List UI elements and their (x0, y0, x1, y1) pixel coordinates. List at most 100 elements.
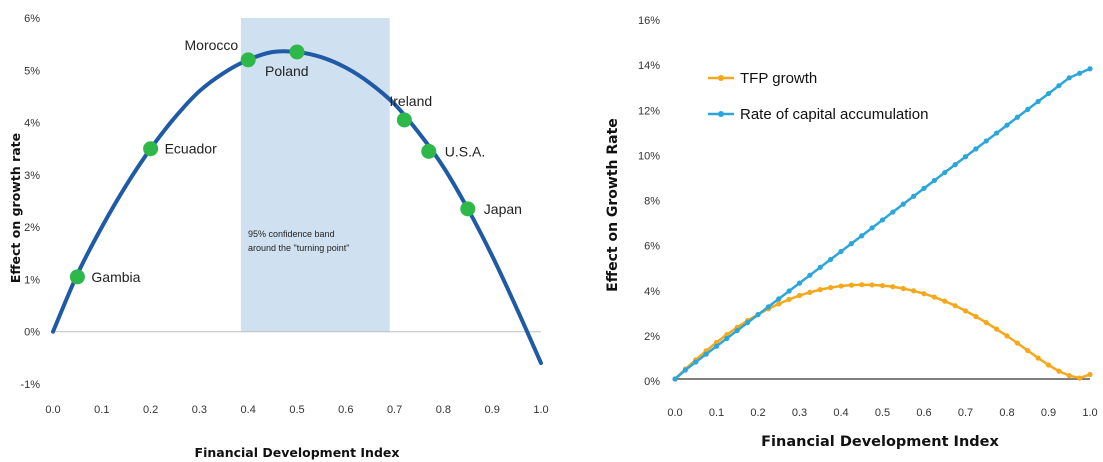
right-x-tick-label: 1.0 (1082, 407, 1097, 419)
series-marker (786, 288, 792, 294)
series-marker (1077, 70, 1083, 76)
series-marker (900, 285, 906, 292)
series-marker (921, 185, 927, 191)
series-marker (807, 272, 813, 278)
legend-label: TFP growth (740, 70, 817, 87)
series-marker (911, 288, 917, 294)
right-y-tick-label: 2% (644, 331, 660, 343)
right-legend: TFP growth Rate of capital accumulation (708, 70, 928, 123)
right-x-tick-label: 0.6 (916, 407, 931, 419)
left-y-tick-label: 3% (24, 170, 40, 182)
series-1 (672, 66, 1093, 382)
right-x-tick-label: 0.0 (667, 407, 682, 419)
series-marker (890, 284, 896, 290)
series-marker (994, 326, 1000, 332)
series-marker (869, 225, 875, 231)
left-chart: -1%0%1%2%3%4%5%6% 0.0 0.1 0.2 0.3 0.4 0.5 0.6 0… (8, 13, 549, 460)
right-series-lines (672, 66, 1093, 382)
right-y-axis-title: Effect on Growth Rate (605, 118, 621, 292)
series-marker (703, 351, 709, 357)
series-marker (1025, 347, 1031, 354)
left-y-tick-label: 4% (24, 118, 40, 130)
right-y-tick-label: 6% (644, 241, 660, 253)
left-x-axis-title: Financial Development Index (195, 445, 400, 460)
legend-marker (718, 75, 724, 81)
series-marker (900, 201, 906, 207)
right-y-tick-label: 10% (638, 150, 660, 162)
right-x-tick-label: 0.7 (958, 407, 973, 419)
series-marker (1035, 355, 1041, 361)
country-label: Ecuador (165, 141, 217, 157)
right-x-tick-label: 0.9 (1041, 407, 1056, 419)
left-x-tick-label: 0.3 (192, 404, 207, 416)
series-marker (921, 291, 927, 297)
right-x-tick-label: 0.2 (750, 407, 765, 419)
right-x-tick-label: 0.8 (999, 407, 1014, 419)
series-marker (838, 248, 844, 255)
band-note-line-1: 95% confidence band (248, 229, 335, 239)
right-y-tick-label: 16% (638, 15, 660, 27)
confidence-band (240, 18, 390, 332)
left-y-ticks: -1% 0% 1% 2% 3% 4% 5% 6% (20, 13, 40, 391)
series-marker (724, 335, 730, 341)
series-marker (994, 130, 1000, 136)
series-marker (1025, 106, 1031, 112)
right-x-tick-label: 0.1 (709, 407, 724, 419)
series-marker (859, 233, 865, 239)
legend-marker (718, 111, 724, 117)
left-x-tick-label: 0.5 (289, 404, 304, 416)
series-marker (776, 301, 782, 307)
right-y-tick-label: 8% (644, 196, 660, 208)
series-marker (682, 367, 688, 373)
country-points: Gambia Ecuador Morocco Poland Ireland U.S.A. J… (69, 37, 522, 285)
left-x-tick-label: 0.1 (94, 404, 109, 416)
series-marker (1066, 373, 1072, 379)
country-label: Japan (484, 201, 522, 217)
series-marker (911, 193, 917, 199)
right-x-tick-label: 0.4 (833, 407, 848, 419)
series-marker (1004, 122, 1010, 128)
right-x-tick-label: 0.5 (875, 407, 890, 419)
series-marker (1035, 98, 1041, 105)
series-marker (734, 327, 740, 334)
series-marker (879, 217, 886, 223)
series-marker (879, 282, 886, 289)
series-marker (1014, 114, 1020, 120)
series-marker (931, 294, 937, 300)
left-x-tick-label: 0.6 (338, 404, 353, 416)
series-marker (765, 304, 771, 310)
series-marker (755, 312, 761, 318)
left-x-tick-label: 0.9 (485, 404, 500, 416)
country-point (460, 201, 476, 217)
left-y-tick-label: 5% (24, 65, 40, 77)
left-y-axis-title: Effect on growth rate (8, 133, 23, 283)
series-marker (817, 264, 823, 270)
series-marker (848, 241, 854, 247)
series-marker (973, 313, 979, 320)
series-marker (786, 296, 792, 302)
left-x-tick-label: 0.2 (143, 404, 158, 416)
right-x-tick-label: 0.3 (792, 407, 807, 419)
left-y-tick-label: 0% (24, 327, 40, 339)
series-marker (745, 319, 751, 326)
series-marker (869, 282, 875, 288)
series-marker (942, 169, 948, 176)
right-y-tick-label: 4% (644, 286, 660, 298)
series-marker (796, 292, 803, 299)
series-marker (838, 283, 844, 289)
series-marker (1014, 340, 1020, 346)
series-marker (1087, 66, 1093, 72)
series-marker (1066, 75, 1072, 81)
series-marker (859, 282, 865, 288)
right-x-axis-title: Financial Development Index (761, 434, 999, 450)
right-x-ticks: 0.0 0.1 0.2 0.3 0.4 0.5 0.6 0.7 0.8 0.9 1.0 (667, 407, 1097, 419)
left-x-tick-label: 0.0 (45, 404, 60, 416)
right-chart: 0%2%4%6%8%10%12%14%16% 0.0 0.1 0.2 0.3 0.4 0.… (605, 15, 1098, 450)
band-note-line-2: around the "turning point" (248, 243, 349, 253)
series-marker (817, 287, 823, 293)
series-marker (890, 209, 896, 215)
series-marker (942, 298, 948, 304)
series-marker (1087, 371, 1093, 378)
series-marker (931, 177, 937, 184)
